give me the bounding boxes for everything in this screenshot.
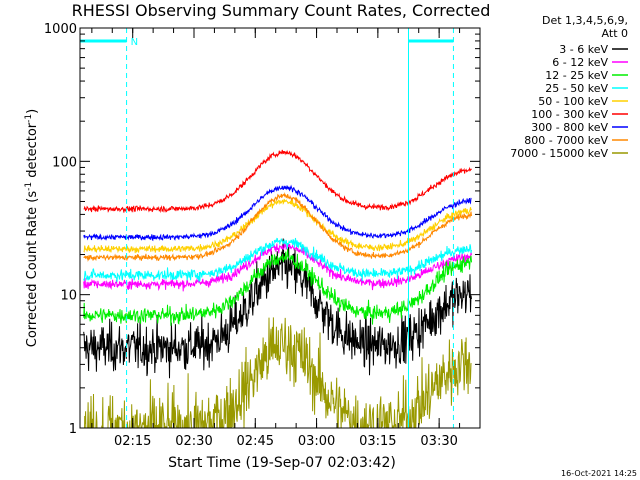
footer-timestamp: 16-Oct-2021 14:25 [561,469,637,478]
y-axis-label: Corrected Count Rate (s-1 detector-1) [24,109,40,347]
y-axis-ticks: 1 10 100 1000 [44,22,480,437]
y-label-text: detector [25,122,40,182]
y-label-superscript: -1 [24,114,34,123]
y-tick-label-1: 10 [60,289,77,304]
series-line-4 [83,198,472,254]
y-label-text: Corrected Count Rate (s [25,191,40,348]
x-tick-label-3: 03:00 [298,434,335,449]
legend-label-0: 3 - 6 keV [559,43,608,56]
y-tick-label-0: 1 [69,422,77,437]
legend-label-7: 800 - 7000 keV [524,134,608,147]
x-tick-label-4: 03:15 [359,434,396,449]
plot-area: N [79,27,481,429]
y-tick-label-2: 100 [52,155,77,170]
flag-label-0: N [131,37,138,48]
x-tick-label-1: 02:30 [175,434,212,449]
series-line-2 [83,248,472,326]
plot-frame [79,27,481,429]
series-line-7 [83,192,472,262]
x-tick-label-0: 02:15 [114,434,151,449]
series-line-5 [83,149,472,214]
legend-label-4: 50 - 100 keV [538,95,608,108]
legend-header-1: Att 0 [602,27,628,40]
series-line-8 [84,317,472,428]
legend-header-0: Det 1,3,4,5,6,9, [542,14,628,27]
x-tick-label-2: 02:45 [237,434,274,449]
legend-label-8: 7000 - 15000 keV [510,147,608,160]
legend-label-1: 6 - 12 keV [552,56,608,69]
y-label-superscript: -1 [24,182,34,191]
legend-label-5: 100 - 300 keV [531,108,608,121]
x-tick-label-5: 03:30 [420,434,457,449]
legend-label-6: 300 - 800 keV [531,121,608,134]
series-line-3 [83,237,472,282]
legend-label-3: 25 - 50 keV [545,82,608,95]
x-axis-label: Start Time (19-Sep-07 02:03:42) [168,455,396,471]
legend-label-2: 12 - 25 keV [545,69,608,82]
series-group [83,149,472,428]
series-line-6 [83,184,472,242]
y-tick-label-3: 1000 [44,22,77,37]
y-label-text: ) [25,109,40,114]
chart-title: RHESSI Observing Summary Count Rates, Co… [72,1,491,20]
x-axis-ticks: 02:15 02:30 02:45 03:00 03:15 03:30 [91,28,461,449]
series-line-1 [83,243,472,292]
